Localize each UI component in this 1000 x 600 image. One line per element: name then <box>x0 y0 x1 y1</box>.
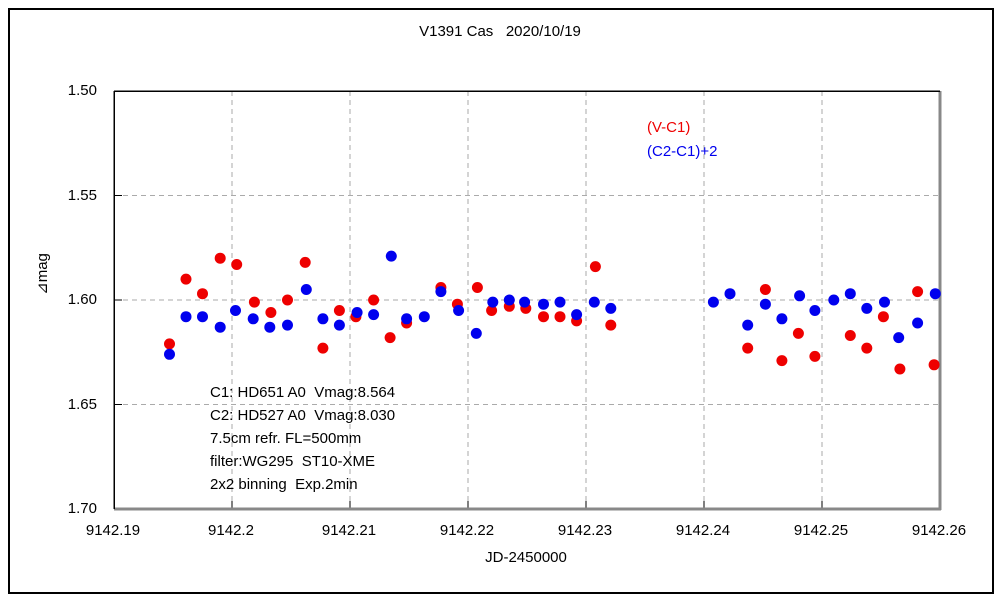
data-point <box>759 298 771 310</box>
data-point <box>214 252 226 264</box>
data-point <box>776 313 788 325</box>
image-border <box>8 8 994 594</box>
data-point <box>180 311 192 323</box>
data-point <box>247 313 259 325</box>
data-point <box>384 332 396 344</box>
data-point <box>877 311 889 323</box>
data-point <box>282 319 293 331</box>
data-point <box>588 296 600 308</box>
data-point <box>503 294 515 306</box>
data-point <box>519 296 531 308</box>
data-point <box>538 311 549 323</box>
data-point <box>231 259 243 270</box>
data-point <box>894 363 906 375</box>
data-point <box>589 261 601 273</box>
data-point <box>861 342 873 354</box>
data-point <box>571 309 583 321</box>
data-point <box>264 321 276 333</box>
observation-notes: C1: HD651 A0 Vmag:8.564 C2: HD527 A0 Vma… <box>210 381 395 496</box>
data-point <box>742 319 754 331</box>
x-tick-label: 9142.24 <box>675 522 731 539</box>
chart-title: V1391 Cas 2020/10/19 <box>419 23 581 40</box>
y-tick-label: 1.55 <box>67 186 97 204</box>
data-point <box>453 305 465 316</box>
data-point <box>486 305 498 316</box>
data-point <box>418 311 430 323</box>
annotation-line-c2: C2: HD527 A0 Vmag:8.030 <box>210 407 396 424</box>
x-axis-title: JD-2450000 <box>485 549 567 566</box>
data-point <box>605 319 617 331</box>
data-point <box>300 284 312 295</box>
data-point <box>368 309 380 321</box>
data-point <box>197 311 208 323</box>
data-point <box>333 305 345 316</box>
data-point <box>928 359 940 371</box>
data-point <box>351 307 363 318</box>
data-point <box>776 355 788 367</box>
x-tick-label: 9142.22 <box>439 522 495 539</box>
data-point <box>471 282 483 293</box>
data-point <box>844 288 856 300</box>
data-point <box>487 296 499 308</box>
x-tick-label: 9142.19 <box>85 522 141 539</box>
data-point <box>435 286 447 298</box>
data-point <box>792 327 804 339</box>
legend-entry-v-c1: (V-C1) <box>647 119 691 136</box>
data-point <box>401 313 413 325</box>
data-point <box>554 296 566 308</box>
data-point <box>844 330 856 341</box>
data-point <box>333 319 345 331</box>
x-tick-label: 9142.2 <box>208 522 254 539</box>
data-point <box>164 338 175 350</box>
data-point <box>265 307 277 318</box>
annotation-line-filter-camera: filter:WG295 ST10-XME <box>210 453 376 470</box>
data-point <box>385 250 397 262</box>
data-point <box>230 305 241 316</box>
data-point <box>912 317 924 329</box>
data-point <box>742 342 754 354</box>
data-point <box>368 294 380 306</box>
x-tick-label: 9142.23 <box>557 522 613 539</box>
data-point <box>809 350 821 362</box>
annotation-line-telescope: 7.5cm refr. FL=500mm <box>210 430 362 447</box>
chart-legend: (V-C1) (C2-C1)+2 <box>647 116 717 164</box>
data-point <box>809 305 821 316</box>
data-point <box>470 327 482 339</box>
data-point <box>929 288 941 300</box>
data-point <box>317 313 329 325</box>
y-tick-label: 1.50 <box>67 82 97 99</box>
data-point <box>707 296 719 308</box>
y-tick-label: 1.65 <box>67 395 97 413</box>
scatter-plot-svg <box>113 90 942 511</box>
data-point <box>214 321 226 333</box>
data-point <box>248 296 260 308</box>
annotation-line-c1: C1: HD651 A0 Vmag:8.564 <box>210 384 396 401</box>
annotation-line-binning-exposure: 2x2 binning Exp.2min <box>210 476 358 493</box>
plot-area <box>113 90 942 511</box>
data-point <box>554 311 566 323</box>
x-tick-label: 9142.26 <box>911 522 967 539</box>
data-point <box>164 348 175 360</box>
data-point <box>605 302 617 314</box>
x-tick-label: 9142.21 <box>321 522 377 539</box>
data-point <box>180 273 192 285</box>
x-tick-label: 9142.25 <box>793 522 849 539</box>
data-point <box>828 294 840 306</box>
data-point <box>538 298 549 310</box>
data-point <box>794 290 806 302</box>
data-point <box>759 284 771 295</box>
data-point <box>912 286 924 298</box>
data-point <box>861 302 873 314</box>
data-point <box>197 288 208 300</box>
data-point <box>893 332 905 344</box>
data-point <box>299 256 311 268</box>
data-point <box>317 342 329 354</box>
y-tick-label: 1.70 <box>67 500 97 517</box>
legend-entry-c2-c1: (C2-C1)+2 <box>647 143 718 160</box>
data-point <box>879 296 890 308</box>
data-point <box>282 294 293 306</box>
y-tick-label: 1.60 <box>67 291 97 308</box>
data-point <box>724 288 736 300</box>
